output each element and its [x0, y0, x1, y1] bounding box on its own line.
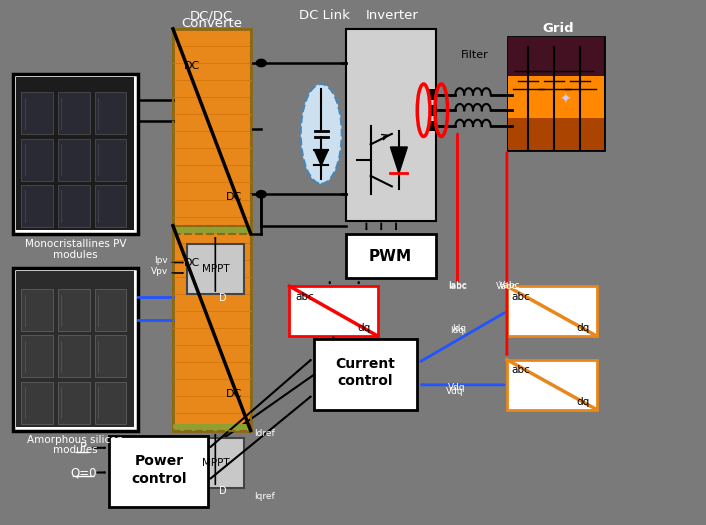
Text: Ipv: Ipv	[155, 449, 168, 459]
Text: dq: dq	[577, 323, 590, 333]
Bar	[95, 185, 126, 227]
Text: Monocristallines PV: Monocristallines PV	[25, 239, 126, 249]
Bar	[58, 335, 90, 377]
Bar	[13, 74, 138, 234]
Text: control: control	[131, 472, 186, 486]
Circle shape	[256, 191, 266, 198]
Text: dq: dq	[357, 323, 370, 333]
Bar	[109, 436, 208, 507]
Text: MPPT: MPPT	[201, 264, 229, 274]
Bar	[95, 92, 126, 134]
Text: Converte: Converte	[181, 17, 242, 30]
Text: dq: dq	[577, 396, 590, 407]
Bar	[173, 424, 251, 430]
Polygon shape	[314, 150, 328, 165]
Text: Power: Power	[134, 454, 184, 468]
Text: Idref: Idref	[254, 428, 275, 438]
Bar	[346, 29, 436, 220]
Text: D: D	[219, 293, 226, 303]
Bar	[507, 360, 597, 410]
Text: Grid: Grid	[542, 23, 573, 35]
Text: Inverter: Inverter	[366, 9, 418, 22]
Text: MPPT: MPPT	[201, 458, 229, 468]
Polygon shape	[390, 147, 407, 173]
Bar	[58, 185, 90, 227]
Text: Current: Current	[335, 358, 395, 371]
Text: D: D	[219, 486, 226, 496]
Bar	[58, 139, 90, 181]
Bar	[429, 121, 436, 131]
Bar	[173, 29, 251, 234]
Bar	[58, 92, 90, 134]
Bar	[173, 29, 251, 234]
Bar	[173, 227, 251, 234]
Bar	[21, 139, 53, 181]
Bar	[95, 289, 126, 331]
Bar	[16, 271, 134, 427]
Bar	[508, 37, 604, 76]
Text: P: P	[80, 442, 87, 454]
Bar	[173, 226, 251, 430]
Text: Ipv: Ipv	[155, 256, 168, 266]
Text: DC: DC	[225, 388, 241, 398]
Bar	[95, 335, 126, 377]
Text: DC: DC	[225, 192, 241, 202]
Bar	[346, 234, 436, 278]
Text: DC Link: DC Link	[299, 9, 350, 22]
Text: Vdq: Vdq	[448, 383, 466, 392]
Bar	[187, 438, 244, 488]
Text: Iabc: Iabc	[448, 281, 467, 291]
Text: Vpv: Vpv	[151, 267, 168, 276]
Text: Vabc: Vabc	[499, 281, 520, 290]
Text: ✦: ✦	[559, 93, 570, 107]
Text: Vdq: Vdq	[446, 386, 464, 396]
Text: modules: modules	[53, 445, 98, 456]
Text: Idq: Idq	[450, 326, 464, 335]
Bar	[289, 286, 378, 336]
Bar	[21, 382, 53, 424]
Circle shape	[256, 59, 266, 67]
Text: PWM: PWM	[369, 249, 412, 264]
Text: Q=0: Q=0	[70, 466, 97, 479]
Text: abc: abc	[296, 291, 314, 302]
Text: Vpv: Vpv	[151, 461, 168, 471]
Bar	[429, 89, 436, 100]
Text: abc: abc	[512, 291, 530, 302]
Bar	[508, 37, 604, 150]
Bar	[21, 92, 53, 134]
Bar	[21, 335, 53, 377]
Bar	[21, 289, 53, 331]
Bar	[508, 76, 604, 118]
Text: abc: abc	[512, 365, 530, 375]
Text: Iqref: Iqref	[254, 491, 275, 501]
Bar	[429, 105, 436, 116]
Bar	[507, 286, 597, 336]
Text: DC/DC: DC/DC	[190, 9, 234, 22]
Bar	[187, 244, 244, 294]
Ellipse shape	[301, 84, 342, 184]
Text: control: control	[337, 374, 393, 388]
Bar	[508, 118, 604, 150]
Bar	[95, 139, 126, 181]
Bar	[173, 226, 251, 430]
Text: Vabc: Vabc	[496, 281, 517, 291]
Bar	[13, 268, 138, 430]
Text: DC: DC	[184, 61, 201, 71]
Bar	[58, 289, 90, 331]
Bar	[314, 339, 417, 410]
Text: Filter: Filter	[461, 50, 489, 60]
Bar	[16, 77, 134, 230]
Bar	[95, 382, 126, 424]
Text: Iabc: Iabc	[448, 281, 467, 290]
Text: modules: modules	[53, 249, 98, 260]
Bar	[58, 382, 90, 424]
Text: Idq: Idq	[452, 323, 466, 333]
Bar	[21, 185, 53, 227]
Text: DC: DC	[184, 258, 201, 268]
Text: Amorphous silicon: Amorphous silicon	[28, 435, 124, 445]
